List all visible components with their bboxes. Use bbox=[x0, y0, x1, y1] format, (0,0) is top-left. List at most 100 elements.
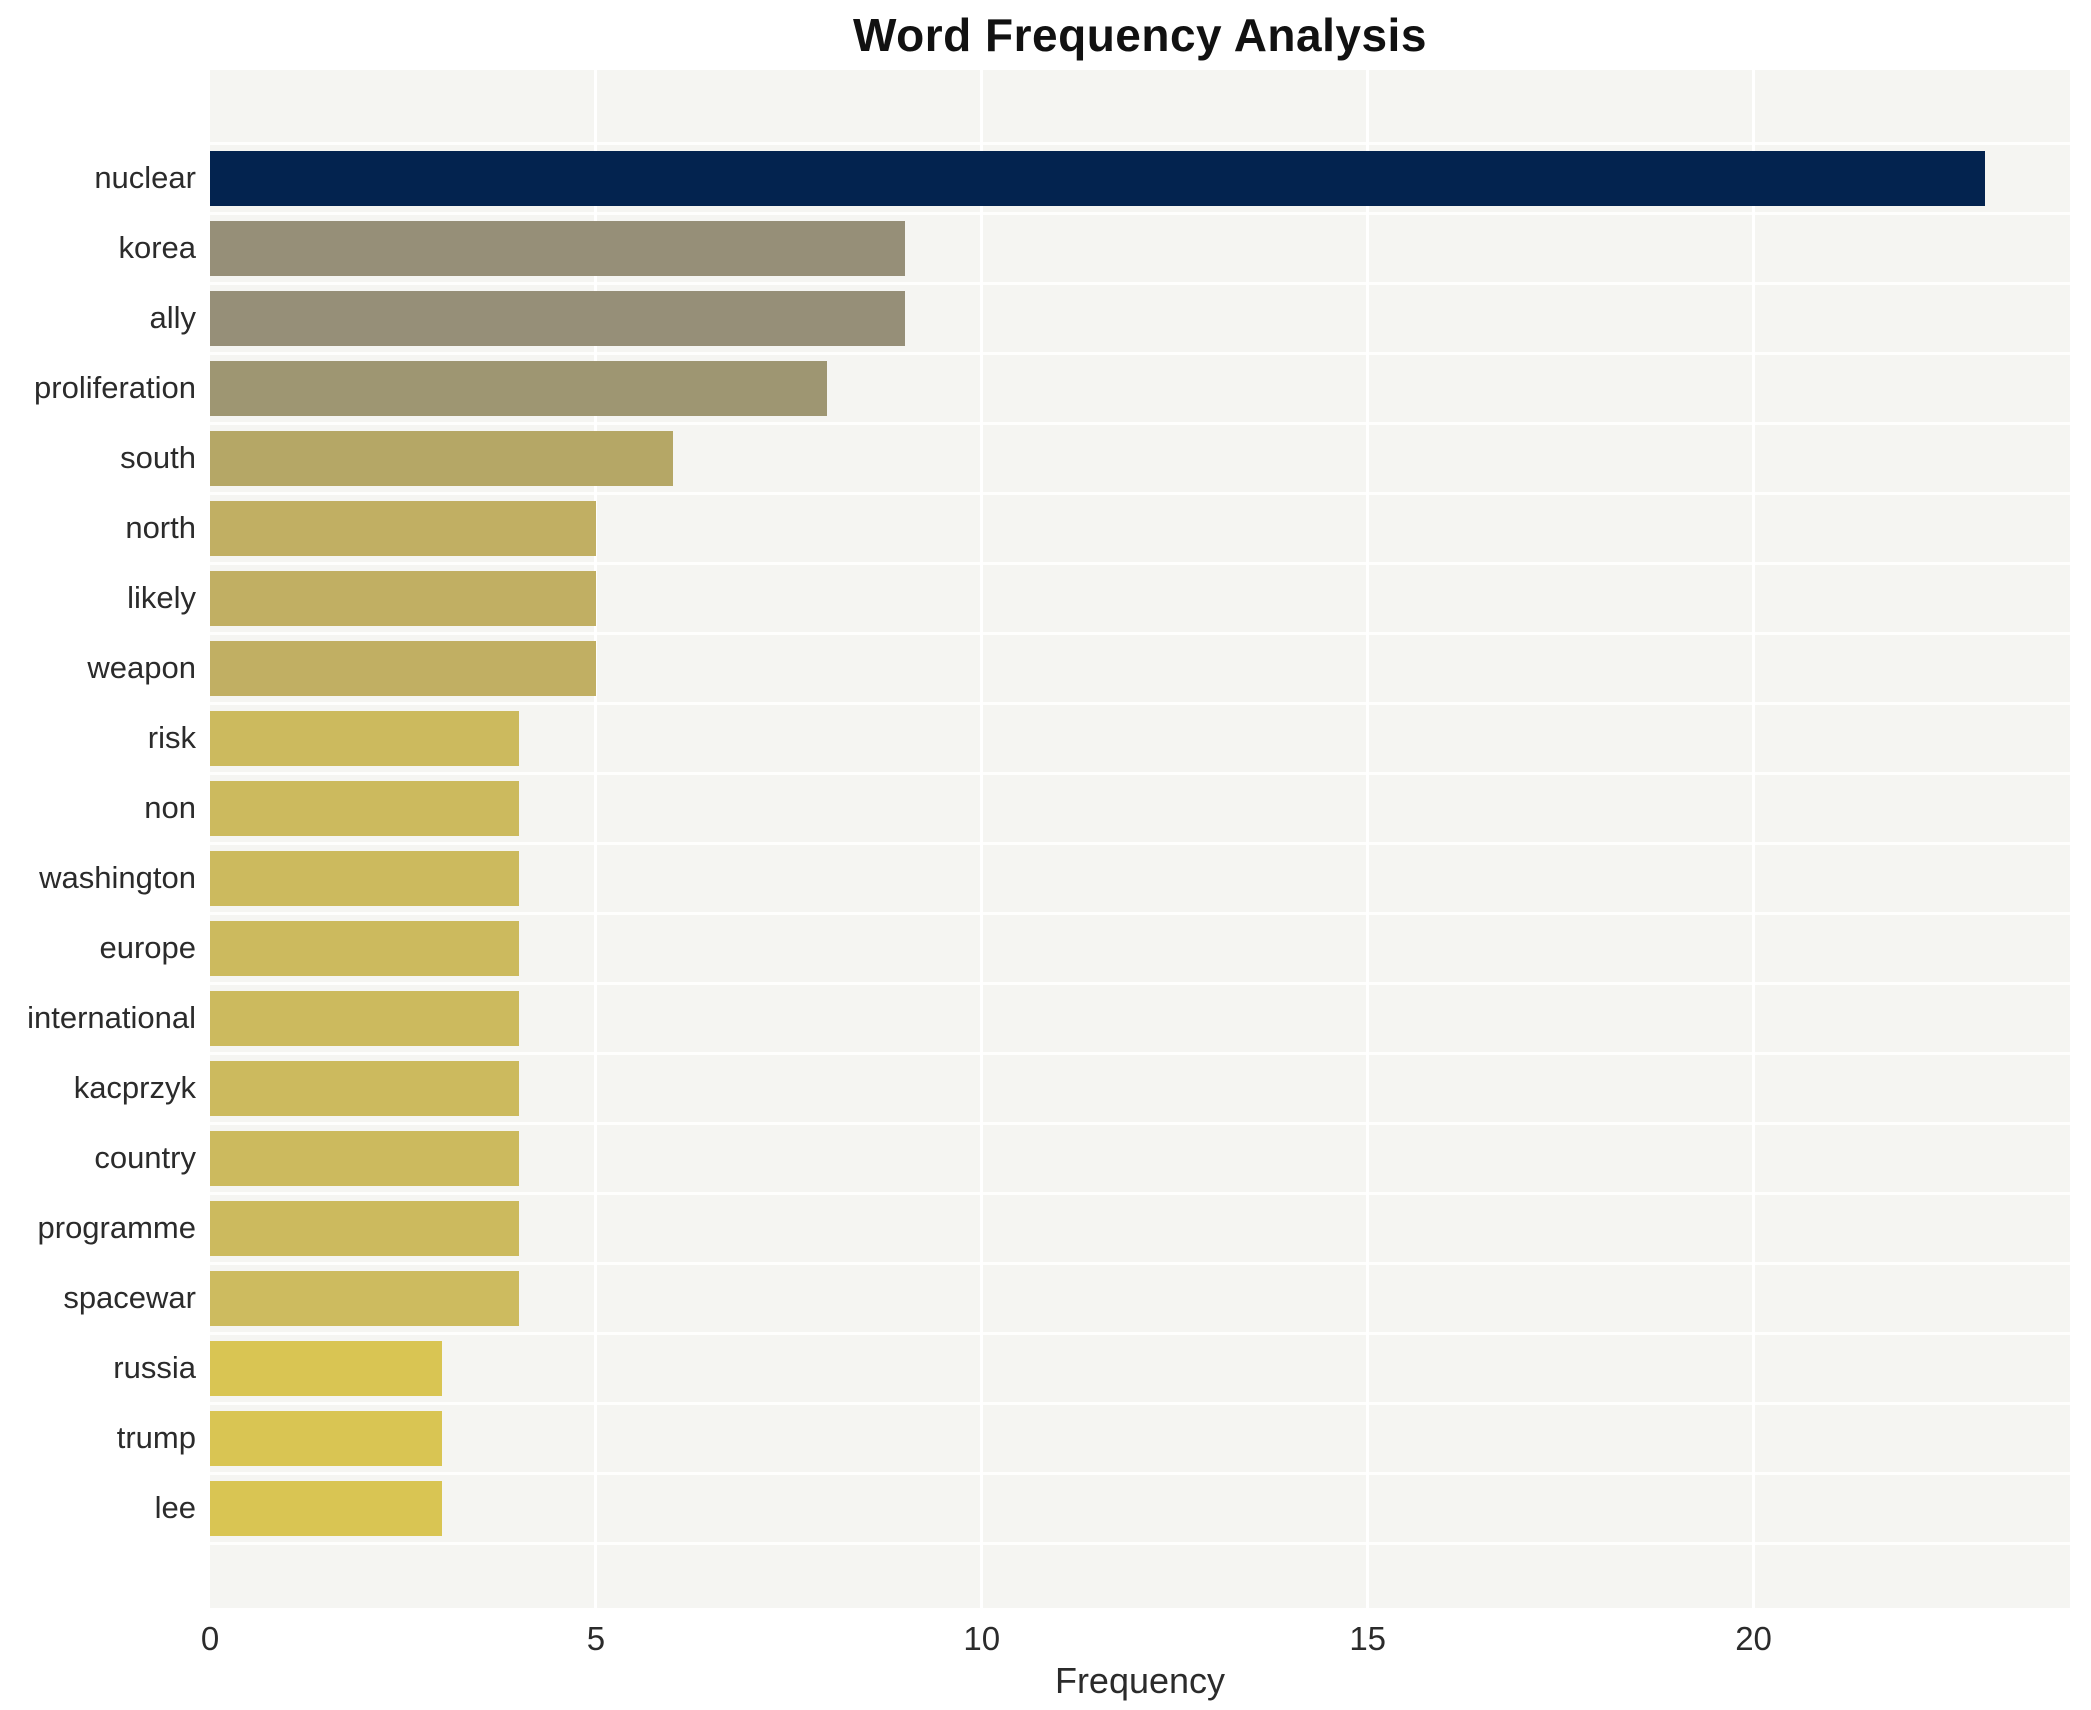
bar bbox=[210, 640, 596, 696]
y-gridline bbox=[210, 1331, 2070, 1335]
bars-container: nuclear korea ally proliferation south north l… bbox=[0, 143, 2070, 1543]
x-gridline-15 bbox=[1366, 70, 1370, 1608]
y-axis-label: europe bbox=[99, 930, 196, 965]
x-tick-label: 0 bbox=[200, 1620, 220, 1657]
bar bbox=[210, 500, 596, 556]
y-gridline bbox=[210, 1191, 2070, 1195]
y-gridline bbox=[210, 421, 2070, 425]
y-gridline bbox=[210, 351, 2070, 355]
chart-title: Word Frequency Analysis bbox=[853, 9, 1427, 61]
y-gridline bbox=[210, 141, 2070, 145]
bar bbox=[210, 430, 674, 486]
bar-row-country: country bbox=[0, 1123, 2070, 1193]
y-axis-label: nuclear bbox=[94, 160, 196, 195]
bar-track bbox=[210, 983, 2070, 1053]
bar bbox=[210, 780, 519, 836]
y-gridline bbox=[210, 491, 2070, 495]
x-gridline-20 bbox=[1752, 70, 1756, 1608]
y-gridline bbox=[210, 1401, 2070, 1405]
bar-track bbox=[210, 283, 2070, 353]
bar-track bbox=[210, 1123, 2070, 1193]
bar-track bbox=[210, 1333, 2070, 1403]
x-axis-title: Frequency bbox=[1054, 1660, 1226, 1701]
bar-row-spacewar: spacewar bbox=[0, 1263, 2070, 1333]
y-gridline bbox=[210, 631, 2070, 635]
y-axis-label: programme bbox=[37, 1210, 197, 1245]
bar-row-trump: trump bbox=[0, 1403, 2070, 1473]
bar-track bbox=[210, 633, 2070, 703]
bar bbox=[210, 920, 519, 976]
y-axis-label: proliferation bbox=[34, 370, 196, 405]
y-axis-label: risk bbox=[147, 720, 196, 755]
bar-row-likely: likely bbox=[0, 563, 2070, 633]
bar bbox=[210, 1200, 519, 1256]
bar-track bbox=[210, 773, 2070, 843]
y-axis-label: country bbox=[94, 1140, 196, 1175]
bar bbox=[210, 1340, 442, 1396]
bar-track bbox=[210, 493, 2070, 563]
y-gridline bbox=[210, 701, 2070, 705]
bar-row-non: non bbox=[0, 773, 2070, 843]
bar bbox=[210, 850, 519, 906]
y-gridline bbox=[210, 1051, 2070, 1055]
y-gridline bbox=[210, 1471, 2070, 1475]
bar-track bbox=[210, 423, 2070, 493]
bar-track bbox=[210, 1193, 2070, 1263]
x-gridline-10 bbox=[980, 70, 984, 1608]
bar-row-weapon: weapon bbox=[0, 633, 2070, 703]
bar bbox=[210, 1410, 442, 1466]
y-axis-label: russia bbox=[113, 1350, 196, 1385]
y-axis-label: kacprzyk bbox=[73, 1070, 196, 1105]
bar bbox=[210, 1480, 442, 1536]
y-axis-label: ally bbox=[149, 300, 196, 335]
bar-track bbox=[210, 143, 2070, 213]
y-axis-label: weapon bbox=[87, 650, 196, 685]
y-axis-label: international bbox=[27, 1000, 196, 1035]
y-gridline bbox=[210, 981, 2070, 985]
bar-track bbox=[210, 843, 2070, 913]
y-axis-label: likely bbox=[127, 580, 196, 615]
x-gridline-5 bbox=[594, 70, 598, 1608]
bar bbox=[210, 1130, 519, 1186]
x-tick-label: 20 bbox=[1735, 1620, 1772, 1657]
y-axis-label: north bbox=[125, 510, 196, 545]
bar-track bbox=[210, 563, 2070, 633]
x-tick-label: 10 bbox=[963, 1620, 1001, 1657]
bar bbox=[210, 1270, 519, 1326]
bar-track bbox=[210, 1053, 2070, 1123]
bar-track bbox=[210, 353, 2070, 423]
bar-row-lee: lee bbox=[0, 1473, 2070, 1543]
bar-row-proliferation: proliferation bbox=[0, 353, 2070, 423]
bar-track bbox=[210, 213, 2070, 283]
y-gridline bbox=[210, 561, 2070, 565]
bar-track bbox=[210, 703, 2070, 773]
bar-row-risk: risk bbox=[0, 703, 2070, 773]
bar bbox=[210, 570, 596, 626]
bar-row-south: south bbox=[0, 423, 2070, 493]
bar-row-washington: washington bbox=[0, 843, 2070, 913]
bar-row-russia: russia bbox=[0, 1333, 2070, 1403]
bar-track bbox=[210, 1403, 2070, 1473]
bar bbox=[210, 220, 905, 276]
bar bbox=[210, 710, 519, 766]
y-gridline bbox=[210, 771, 2070, 775]
bar-row-programme: programme bbox=[0, 1193, 2070, 1263]
y-axis-label: trump bbox=[116, 1420, 196, 1455]
y-gridline bbox=[210, 281, 2070, 285]
bar bbox=[210, 1060, 519, 1116]
x-axis: 0 5 10 15 20 bbox=[201, 1608, 2070, 1658]
bar bbox=[210, 150, 1986, 206]
y-gridline bbox=[210, 1121, 2070, 1125]
y-axis-label: washington bbox=[39, 860, 196, 895]
bar bbox=[210, 990, 519, 1046]
y-gridline bbox=[210, 1541, 2070, 1545]
y-axis-label: non bbox=[144, 790, 196, 825]
bar bbox=[210, 360, 828, 416]
y-axis-label: lee bbox=[154, 1490, 196, 1525]
y-gridline bbox=[210, 911, 2070, 915]
bar-track bbox=[210, 913, 2070, 983]
y-gridline bbox=[210, 211, 2070, 215]
y-axis-label: spacewar bbox=[63, 1280, 196, 1315]
plot-area: nuclear korea ally proliferation south north l… bbox=[0, 70, 2091, 1608]
